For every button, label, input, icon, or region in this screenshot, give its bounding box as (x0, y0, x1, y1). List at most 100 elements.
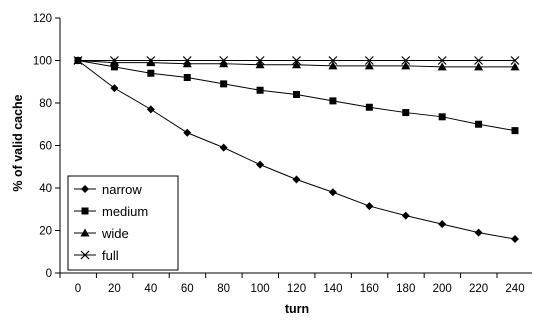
data-point-wide (146, 58, 156, 67)
legend-item-narrow: narrow (74, 182, 142, 197)
chart-ticks: 0 20 40 60 80 100 120 0 20 40 60 80 100 120 140 160 180 2… (33, 13, 525, 295)
legend-label: full (102, 248, 119, 263)
x-axis-title: turn (285, 302, 309, 316)
x-tick-label: 0 (75, 283, 81, 295)
x-tick-label: 200 (433, 283, 452, 295)
y-tick-label: 20 (39, 226, 52, 238)
data-point-medium (475, 120, 483, 128)
series-medium (74, 57, 519, 135)
data-point-narrow (328, 188, 337, 197)
legend-item-wide: wide (74, 226, 129, 241)
data-point-full (292, 56, 301, 65)
x-tick-label: 120 (287, 283, 306, 295)
data-point-narrow (474, 228, 483, 237)
data-point-medium (110, 63, 118, 71)
legend-label: wide (101, 226, 129, 241)
data-point-medium (402, 109, 410, 117)
marker-stroke (109, 56, 119, 65)
data-point-wide (255, 60, 265, 69)
data-point-medium (365, 103, 373, 111)
x-tick-label: 220 (469, 283, 488, 295)
marker-stroke (80, 250, 90, 260)
data-point-medium (220, 80, 228, 88)
x-tick-label: 60 (181, 283, 194, 295)
data-point-full (364, 56, 374, 65)
data-point-medium (438, 113, 446, 121)
data-point-wide (401, 61, 411, 70)
marker-stroke (437, 56, 447, 65)
data-point-narrow (110, 84, 119, 93)
legend-marker (81, 185, 89, 193)
y-tick-label: 120 (33, 13, 52, 25)
x-tick-label: 100 (250, 283, 269, 295)
data-point-full (510, 56, 520, 65)
data-point-full (474, 56, 484, 65)
data-point-medium (147, 69, 155, 77)
data-point-narrow (365, 202, 374, 211)
marker-stroke (219, 56, 229, 65)
marker-stroke (73, 56, 83, 65)
y-axis-title: % of valid cache (11, 94, 25, 191)
data-point-wide (292, 60, 301, 69)
x-tick-label: 160 (360, 283, 379, 295)
y-tick-label: 60 (39, 141, 52, 153)
x-tick-label: 180 (396, 283, 415, 295)
data-point-narrow (292, 175, 301, 184)
data-point-narrow (401, 211, 410, 220)
y-tick-label: 100 (33, 56, 52, 68)
data-point-wide (219, 59, 229, 68)
x-tick-label: 80 (217, 283, 230, 295)
data-point-narrow (183, 128, 192, 137)
data-point-full (437, 56, 447, 65)
legend-marker (80, 250, 90, 260)
data-point-medium (329, 97, 337, 105)
data-point-full (219, 56, 229, 65)
marker-stroke (146, 56, 156, 65)
marker-stroke (255, 56, 265, 65)
legend-marker (80, 228, 90, 237)
data-point-wide (182, 59, 192, 68)
marker-stroke (328, 56, 338, 65)
data-point-wide (364, 61, 374, 70)
data-point-wide (437, 62, 447, 71)
series-narrow (74, 56, 519, 243)
data-point-narrow (146, 105, 155, 114)
legend-label: medium (102, 204, 148, 219)
data-point-medium (293, 91, 300, 98)
marker-stroke (510, 56, 520, 65)
y-tick-label: 80 (39, 98, 52, 110)
marker-stroke (182, 56, 192, 65)
legend-label: narrow (102, 182, 142, 197)
data-point-medium (183, 74, 191, 81)
y-tick-label: 40 (39, 183, 52, 195)
y-tick-label: 0 (46, 268, 52, 280)
data-point-full (255, 56, 265, 65)
data-point-medium (256, 86, 264, 94)
data-point-wide (474, 62, 484, 71)
data-point-narrow (438, 220, 447, 229)
x-tick-label: 20 (108, 283, 121, 295)
data-point-medium (511, 127, 519, 135)
marker-stroke (401, 56, 411, 65)
data-point-full (328, 56, 338, 65)
marker-stroke (292, 56, 301, 65)
marker-stroke (364, 56, 374, 65)
legend-item-medium: medium (74, 204, 148, 219)
x-tick-label: 240 (505, 283, 524, 295)
series-full (73, 56, 520, 65)
data-point-full (109, 56, 119, 65)
data-point-full (73, 56, 83, 65)
legend-marker (81, 207, 89, 215)
data-point-full (146, 56, 156, 65)
data-point-wide (109, 58, 119, 67)
marker-stroke (474, 56, 484, 65)
legend: narrow medium wide full (67, 175, 179, 271)
data-point-wide (510, 62, 520, 71)
data-point-narrow (219, 143, 228, 152)
data-point-full (182, 56, 192, 65)
data-point-narrow (256, 160, 265, 169)
legend-item-full: full (74, 248, 119, 263)
data-point-wide (328, 61, 338, 70)
x-tick-label: 140 (323, 283, 342, 295)
